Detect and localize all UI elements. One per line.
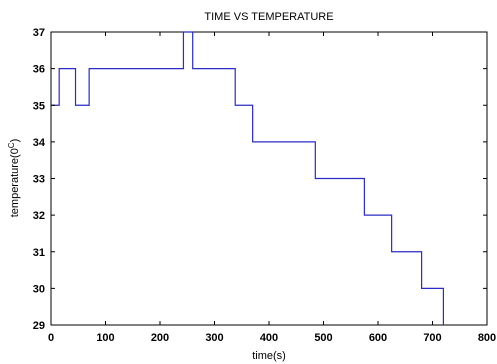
y-tick-label: 36 — [33, 64, 45, 76]
x-tick-label: 600 — [369, 332, 387, 344]
y-tick-label: 30 — [33, 283, 45, 295]
y-axis-ticks: 29 30 31 32 33 34 35 36 37 — [33, 27, 487, 332]
x-tick-label: 100 — [96, 332, 114, 344]
y-tick-label: 32 — [33, 210, 45, 222]
plot-area — [50, 31, 488, 326]
y-tick-label: 35 — [33, 100, 45, 112]
x-tick-label: 700 — [423, 332, 441, 344]
y-axis-label: temperature(0C) — [7, 139, 21, 218]
x-tick-label: 400 — [260, 332, 278, 344]
chart-title: TIME VS TEMPERATURE — [204, 11, 333, 23]
temperature-series-line — [51, 31, 444, 325]
y-tick-label: 37 — [33, 27, 45, 39]
y-tick-label: 29 — [33, 320, 45, 332]
x-tick-label: 0 — [48, 332, 54, 344]
x-tick-label: 800 — [478, 332, 496, 344]
x-tick-label: 300 — [205, 332, 223, 344]
y-axis-label-end: ) — [9, 139, 21, 143]
y-tick-label: 34 — [33, 137, 46, 149]
y-tick-label: 31 — [33, 247, 45, 259]
y-axis-label-superscript: C — [7, 142, 16, 148]
y-axis-label-main: temperature(0 — [9, 148, 21, 217]
y-tick-label: 33 — [33, 174, 45, 186]
x-axis-label: time(s) — [252, 350, 286, 362]
x-tick-label: 500 — [314, 332, 332, 344]
x-tick-label: 200 — [151, 332, 169, 344]
x-axis-ticks: 0 100 200 300 400 500 600 700 800 — [48, 32, 496, 344]
